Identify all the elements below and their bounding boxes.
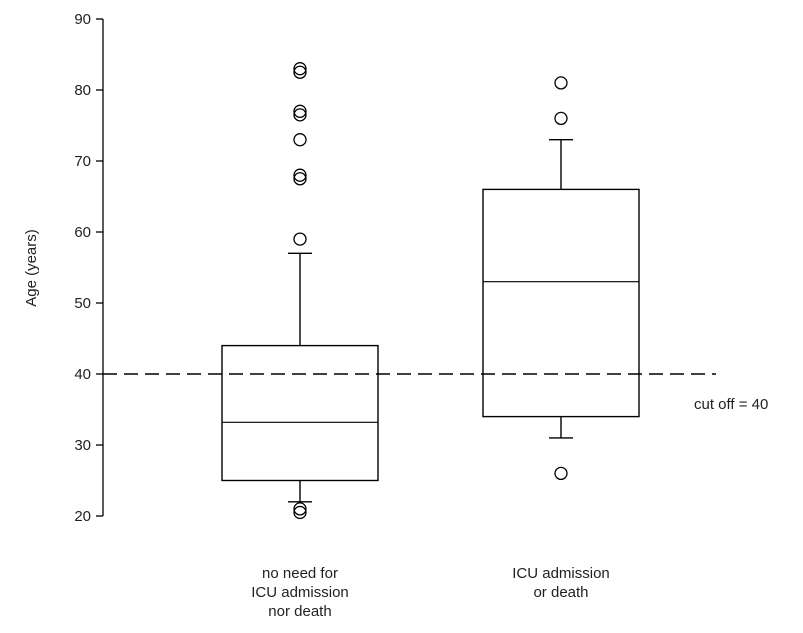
outlier-point: [554, 76, 568, 90]
y-tick-label: 90: [74, 11, 91, 28]
y-tick-label: 50: [74, 295, 91, 312]
y-tick-label: 70: [74, 153, 91, 170]
outlier-point: [293, 104, 307, 118]
y-axis-title: Age (years): [23, 229, 40, 307]
outlier-point: [293, 232, 307, 246]
cutoff-label: cut off = 40: [694, 396, 768, 413]
y-tick-label: 60: [74, 224, 91, 241]
outlier-point: [554, 111, 568, 126]
category-label: ICU admission or death: [512, 565, 610, 601]
boxes: [221, 62, 640, 520]
box-iqr: [482, 188, 640, 418]
outlier-point: [293, 133, 307, 147]
y-tick-label: 40: [74, 366, 91, 383]
category-label-line: nor death: [268, 603, 331, 620]
category-labels: no need for ICU admission nor death ICU adm…: [251, 565, 610, 620]
y-tick-label: 20: [74, 508, 91, 525]
y-ticks: 20 30 40 50 60 70 80 90: [74, 11, 103, 525]
outlier-point: [293, 172, 307, 186]
box-group: [482, 76, 640, 481]
outlier-point: [293, 62, 307, 76]
category-label: no need for ICU admission nor death: [251, 565, 349, 620]
y-tick-label: 80: [74, 82, 91, 99]
outlier-point: [293, 502, 307, 516]
outlier-point: [554, 466, 568, 481]
y-tick-label: 30: [74, 437, 91, 454]
category-label-line: no need for: [262, 565, 338, 582]
category-label-line: or death: [533, 584, 588, 601]
outlier-point: [293, 65, 307, 79]
box-group: [221, 62, 379, 520]
y-axis: 20 30 40 50 60 70 80 90: [74, 11, 104, 525]
outlier-point: [293, 505, 307, 520]
box-iqr: [221, 344, 379, 482]
outlier-point: [293, 168, 307, 182]
category-label-line: ICU admission: [512, 565, 610, 582]
outlier-point: [293, 108, 307, 122]
category-label-line: ICU admission: [251, 584, 349, 601]
